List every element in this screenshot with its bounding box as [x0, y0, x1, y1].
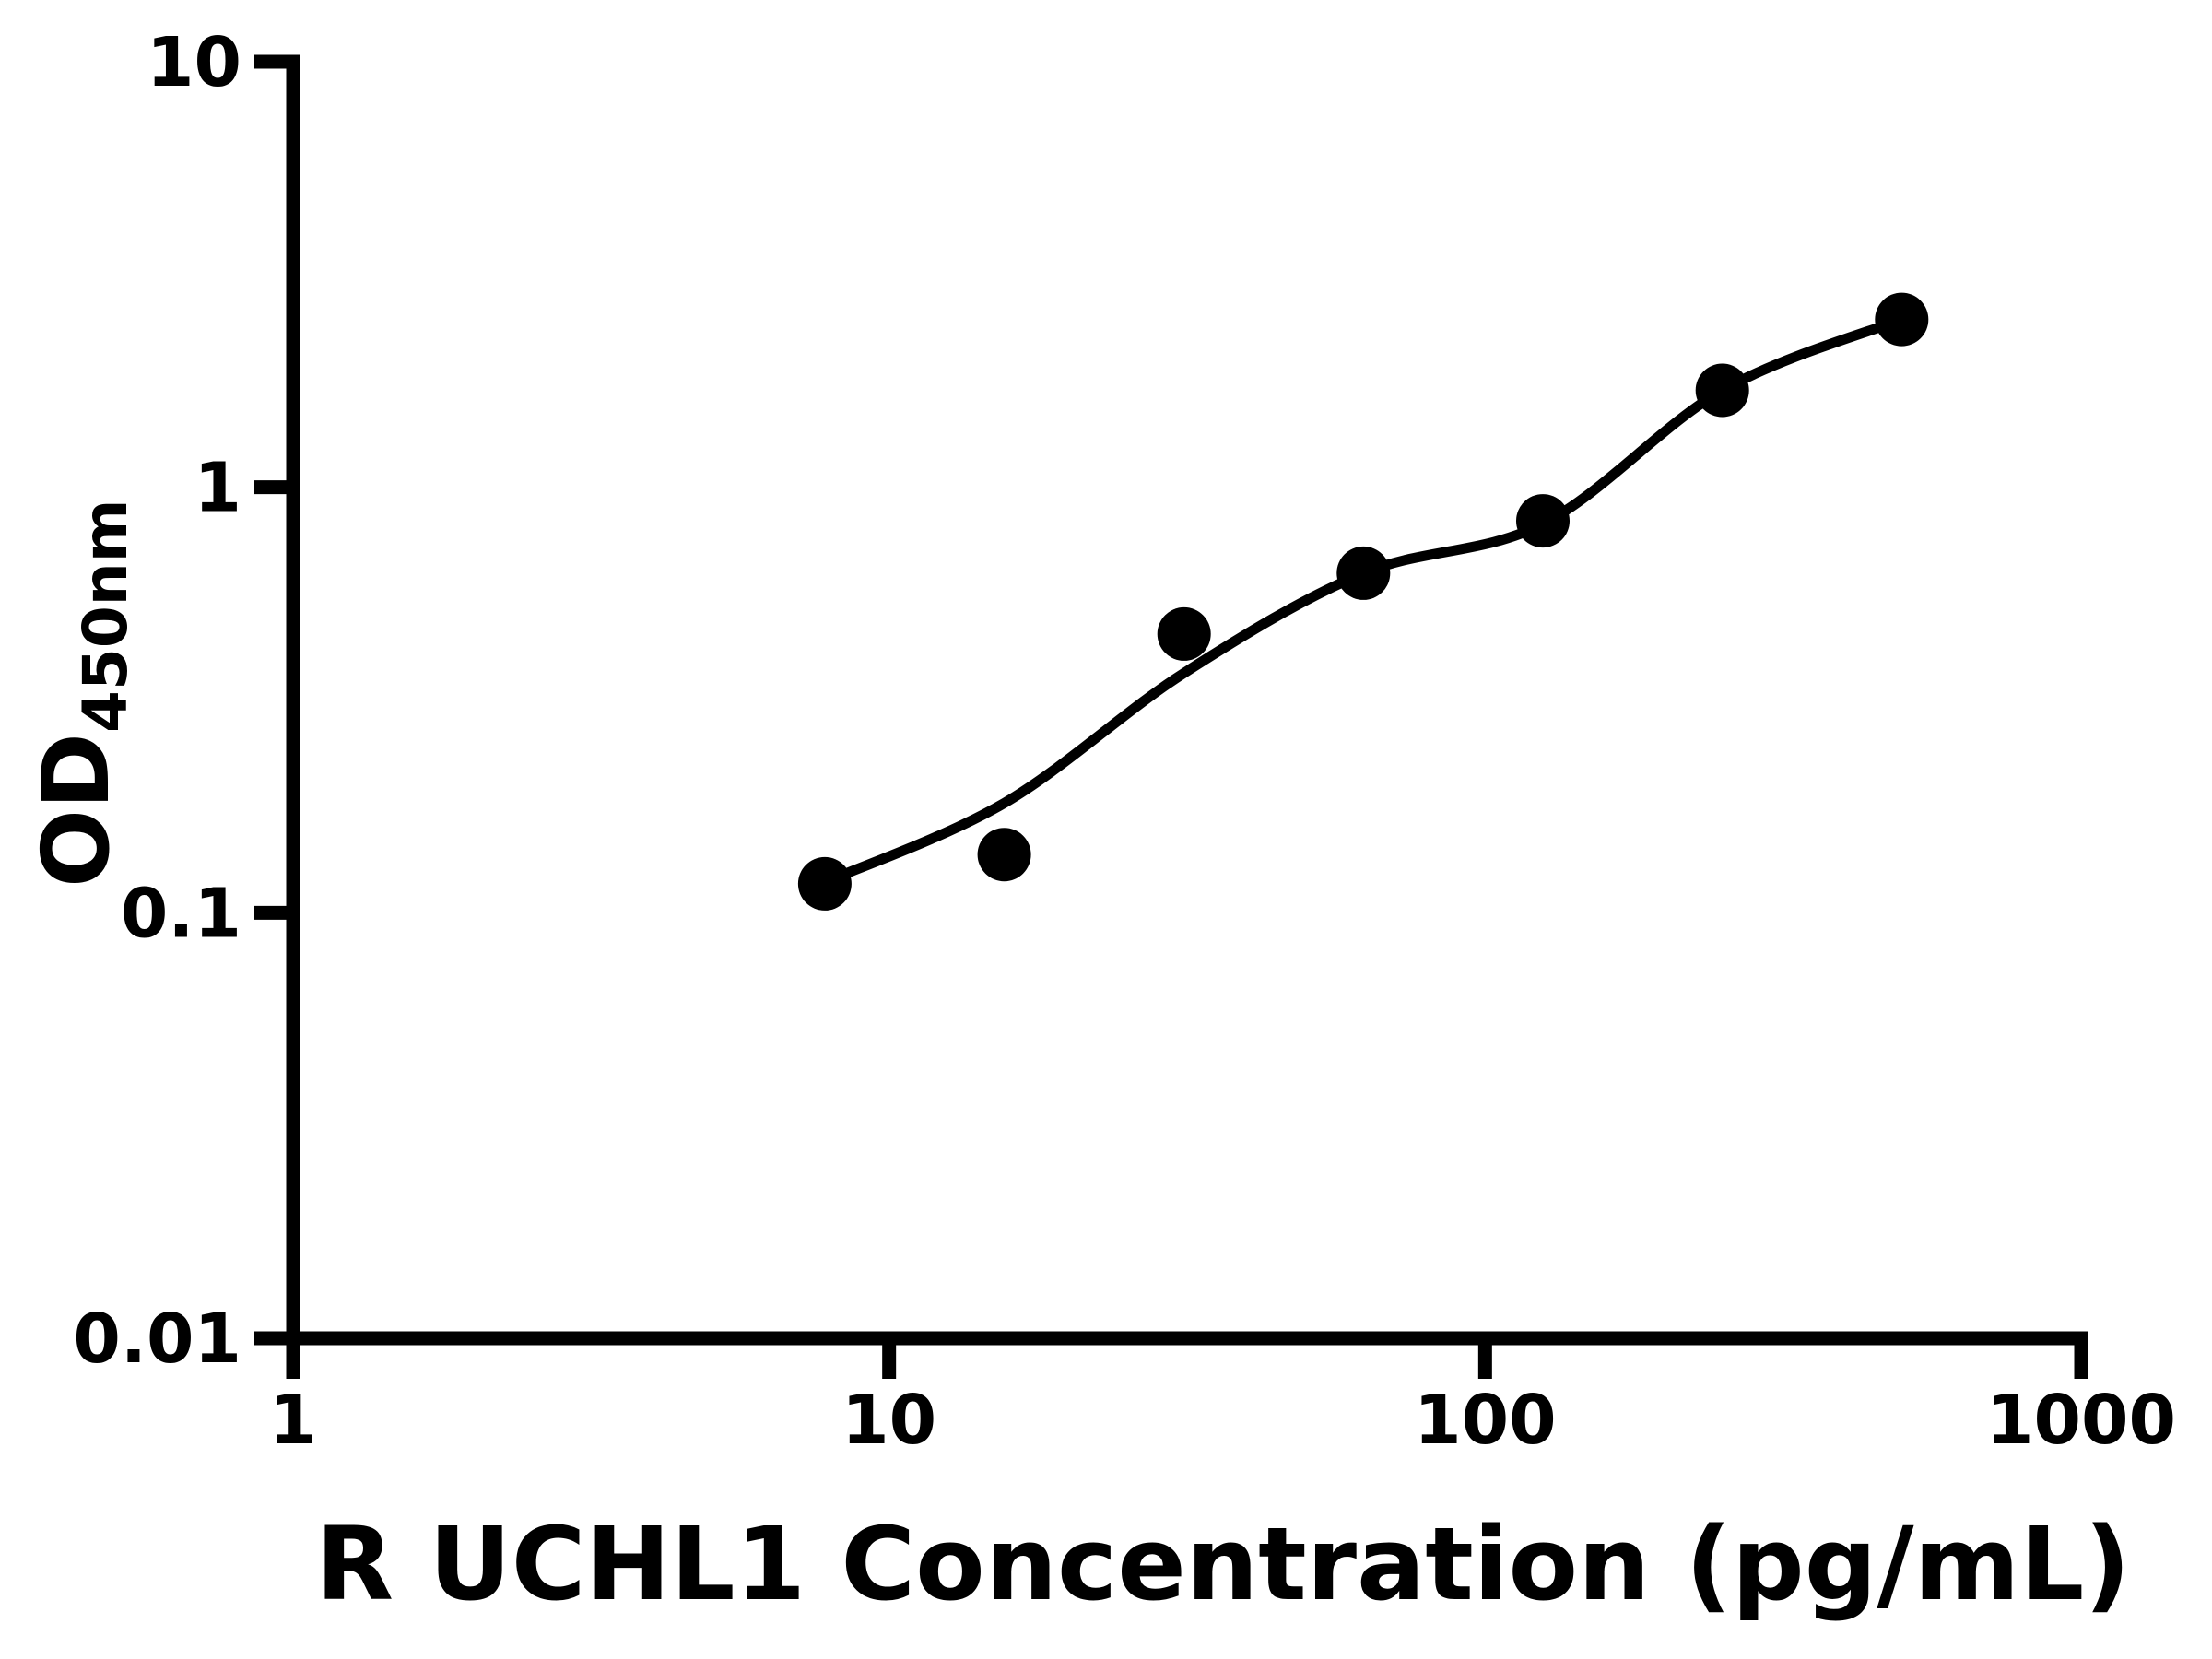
- y-tick-label: 1: [194, 449, 242, 528]
- y-axis-title-subscript: 450nm: [70, 499, 141, 733]
- data-point-marker: [1336, 546, 1391, 600]
- data-point-marker: [977, 828, 1031, 882]
- x-tick-label: 10: [841, 1381, 936, 1460]
- y-tick-label: 0.1: [121, 874, 241, 953]
- y-axis-title-main: OD: [22, 733, 130, 888]
- x-tick-label: 100: [1414, 1381, 1556, 1460]
- x-tick-label: 1: [269, 1381, 317, 1460]
- data-point-marker: [1516, 494, 1570, 548]
- data-points: [797, 292, 1929, 911]
- axis-ticks: [254, 54, 2088, 1379]
- data-point-marker: [797, 856, 852, 911]
- axis-tick-labels: 10 1 0.1 0.01 1 10 100 1000: [73, 23, 2176, 1460]
- data-point-marker: [1695, 363, 1749, 418]
- y-axis-title: OD450nm: [22, 499, 141, 888]
- y-tick-label: 0.01: [73, 1300, 241, 1379]
- y-tick-label: 10: [147, 23, 241, 102]
- x-axis-title: R UCHL1 Concentration (pg/mL): [315, 1505, 2130, 1623]
- data-point-marker: [1875, 292, 1929, 347]
- axes: [286, 54, 2088, 1346]
- data-point-marker: [1157, 606, 1211, 661]
- x-tick-label: 1000: [1986, 1381, 2176, 1460]
